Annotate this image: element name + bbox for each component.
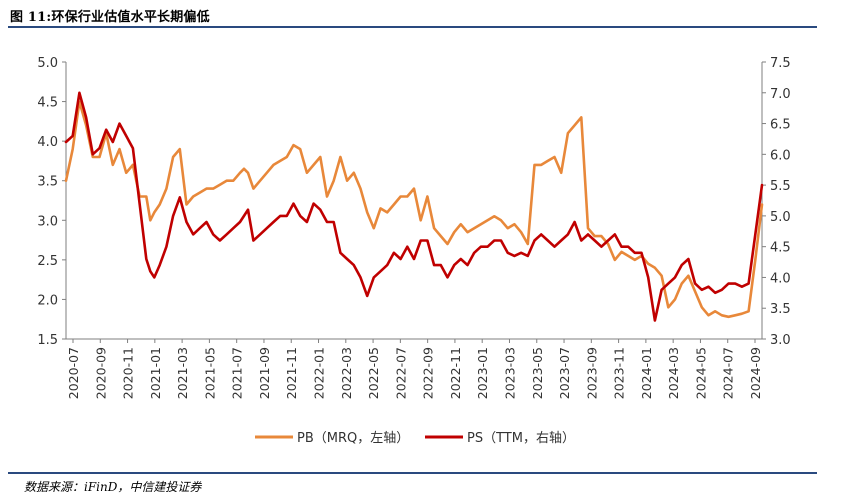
x-tick-label: 2020-11 (121, 347, 136, 399)
legend-ps-label: PS（TTM，右轴） (467, 431, 575, 446)
x-tick-label: 2024-07 (721, 347, 736, 399)
x-tick-label: 2023-05 (530, 347, 545, 399)
right-tick-label: 6.5 (770, 118, 791, 133)
x-tick-label: 2020-07 (66, 347, 81, 399)
right-tick-label: 4.0 (770, 271, 791, 286)
left-tick-label: 2.5 (37, 254, 58, 269)
ps-series-line (64, 91, 764, 322)
bottom-rule (8, 472, 817, 474)
right-tick-label: 4.5 (770, 241, 791, 256)
right-tick-label: 5.0 (770, 210, 791, 225)
right-tick-label: 3.0 (770, 333, 791, 348)
x-tick-label: 2021-01 (148, 347, 163, 399)
x-tick-label: 2021-07 (230, 347, 245, 399)
right-tick-label: 3.5 (770, 302, 791, 317)
x-tick-label: 2023-03 (502, 347, 517, 399)
x-tick-label: 2022-07 (393, 347, 408, 399)
x-tick-label: 2022-03 (339, 347, 354, 399)
axes: 1.5 2.0 2.5 3.0 3.5 4.0 4.5 5.0 3.0 3.5 4.0 4.5 5.0 5… (37, 56, 790, 399)
x-tick-label: 2024-09 (748, 347, 763, 399)
x-tick-label: 2021-09 (257, 347, 272, 399)
x-tick-label: 2022-05 (366, 347, 381, 399)
right-tick-label: 7.5 (770, 56, 791, 71)
right-tick-label: 7.0 (770, 87, 791, 102)
x-tick-label: 2021-11 (284, 347, 299, 399)
x-tick-label: 2024-01 (639, 347, 654, 399)
right-tick-label: 5.5 (770, 179, 791, 194)
legend: PB（MRQ，左轴） PS（TTM，右轴） (255, 431, 575, 446)
x-tick-label: 2023-09 (584, 347, 599, 399)
left-tick-label: 5.0 (37, 56, 58, 71)
x-tick-label: 2024-03 (666, 347, 681, 399)
x-tick-label: 2023-01 (475, 347, 490, 399)
source-note: 数据来源：iFinD，中信建投证券 (24, 480, 202, 494)
left-tick-label: 3.0 (37, 214, 58, 229)
left-tick-label: 2.0 (37, 293, 58, 308)
pb-series-line (64, 100, 764, 319)
x-tick-label: 2020-09 (93, 347, 108, 399)
x-tick-label: 2021-03 (175, 347, 190, 399)
top-rule (8, 26, 817, 28)
figure-title: 图 11:环保行业估值水平长期偏低 (10, 10, 210, 25)
legend-pb-label: PB（MRQ，左轴） (297, 431, 409, 446)
right-tick-label: 6.0 (770, 148, 791, 163)
left-tick-label: 1.5 (37, 333, 58, 348)
left-tick-label: 3.5 (37, 175, 58, 190)
left-tick-label: 4.0 (37, 135, 58, 150)
x-tick-label: 2023-07 (557, 347, 572, 399)
x-tick-label: 2024-05 (693, 347, 708, 399)
x-tick-label: 2022-01 (312, 347, 327, 399)
left-tick-label: 4.5 (37, 96, 58, 111)
x-tick-label: 2022-11 (448, 347, 463, 399)
series-lines (64, 91, 764, 322)
x-tick-label: 2021-05 (202, 347, 217, 399)
x-tick-label: 2022-09 (421, 347, 436, 399)
x-tick-label: 2023-11 (612, 347, 627, 399)
